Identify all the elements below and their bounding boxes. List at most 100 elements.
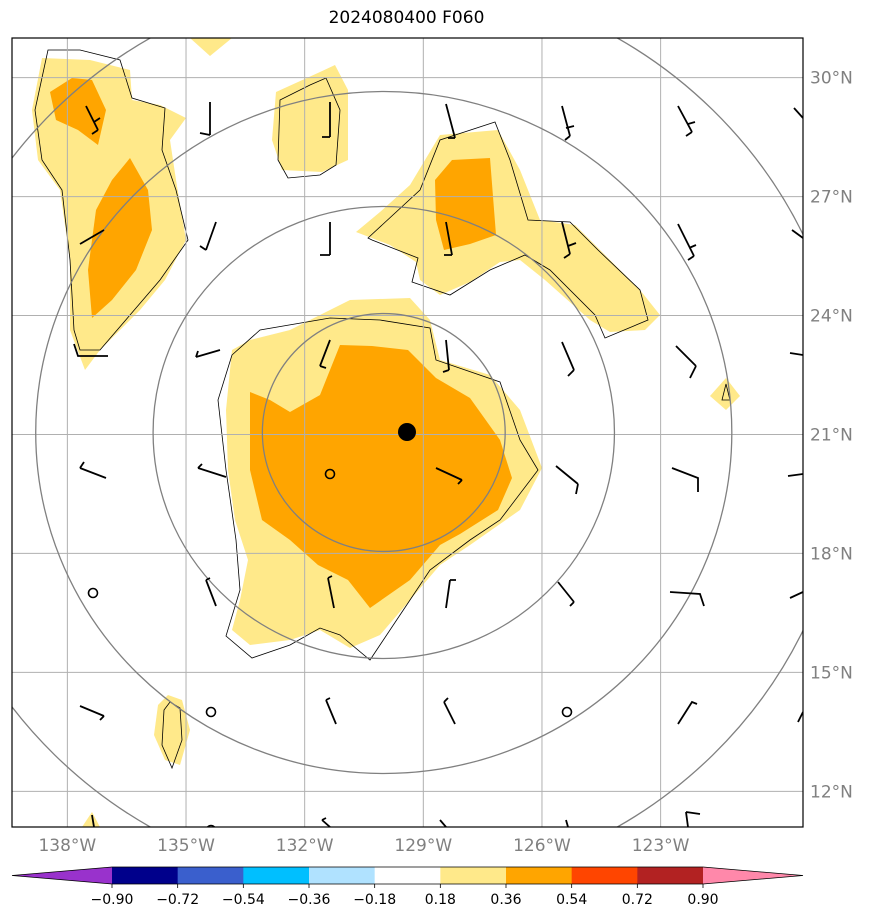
range-rings bbox=[12, 38, 803, 827]
barb bbox=[677, 700, 698, 725]
barb bbox=[205, 577, 217, 607]
line-sw-small bbox=[161, 701, 183, 770]
range-ring bbox=[35, 90, 733, 775]
barb bbox=[669, 591, 705, 607]
wind-barbs bbox=[73, 102, 803, 827]
calm-marker bbox=[324, 468, 336, 480]
fill-sw-small bbox=[154, 695, 190, 765]
lon-tick-label: 129°W bbox=[394, 836, 452, 856]
line-nw bbox=[34, 49, 189, 351]
lat-tick-label: 15°N bbox=[810, 663, 853, 683]
lon-tick-label: 132°W bbox=[276, 836, 334, 856]
fill-north-patch bbox=[190, 38, 232, 56]
colorbar-label: 0.18 bbox=[425, 892, 456, 908]
barb bbox=[444, 221, 453, 256]
lon-tick-label: 126°W bbox=[513, 836, 571, 856]
barb bbox=[675, 345, 697, 379]
barb bbox=[793, 107, 803, 119]
barb bbox=[319, 339, 331, 369]
barb bbox=[677, 223, 697, 261]
storm-center-dot bbox=[398, 423, 416, 441]
colorbar-label: 0.90 bbox=[687, 892, 718, 908]
barb bbox=[85, 105, 101, 135]
colorbar-bin bbox=[506, 867, 573, 884]
lon-tick-label: 138°W bbox=[38, 836, 96, 856]
colorbar-bin bbox=[571, 867, 638, 884]
colorbar-bin bbox=[440, 867, 507, 884]
barb bbox=[199, 102, 211, 136]
colorbar-label: 0.54 bbox=[556, 892, 587, 908]
colorbar-bin bbox=[177, 867, 244, 884]
colorbar-label: −0.72 bbox=[156, 892, 199, 908]
range-ring bbox=[152, 205, 616, 660]
lat-tick-label: 27°N bbox=[810, 188, 853, 208]
barb bbox=[671, 467, 699, 492]
fill-ne-band bbox=[356, 130, 660, 332]
colorbar-bin bbox=[637, 867, 704, 884]
barb bbox=[325, 697, 337, 725]
map-area bbox=[12, 38, 803, 827]
lon-tick-label: 135°W bbox=[157, 836, 215, 856]
barb bbox=[677, 105, 696, 137]
barb bbox=[561, 341, 575, 377]
barb bbox=[445, 579, 456, 609]
barb bbox=[91, 814, 95, 827]
barb bbox=[797, 711, 803, 723]
barb bbox=[195, 349, 221, 358]
line-main bbox=[217, 317, 539, 661]
barb bbox=[557, 581, 575, 607]
map-title: 2024080400 F060 bbox=[328, 8, 485, 28]
contour-lines bbox=[34, 49, 731, 770]
colorbar-bin bbox=[112, 867, 179, 884]
lat-tick-label: 24°N bbox=[810, 307, 853, 327]
colorbar-bin bbox=[309, 867, 376, 884]
map-frame bbox=[11, 37, 804, 828]
fill-ne-core bbox=[435, 158, 496, 250]
fill-east-dot bbox=[710, 378, 740, 410]
colorbar-extend-high bbox=[703, 867, 803, 884]
lat-tick-label: 12°N bbox=[810, 782, 853, 802]
barb bbox=[442, 339, 450, 373]
colorbar-label: −0.54 bbox=[222, 892, 265, 908]
colorbar: −0.90 −0.72 −0.54 −0.36 −0.18 0.18 0.36 0.54 0.7… bbox=[11, 866, 804, 908]
colorbar-label: −0.36 bbox=[288, 892, 331, 908]
lat-tick-label: 18°N bbox=[810, 544, 853, 564]
line-east-dot bbox=[721, 383, 731, 401]
calm-marker bbox=[87, 587, 99, 599]
calm-wind-markers bbox=[87, 468, 573, 827]
barb bbox=[443, 697, 456, 725]
fill-storm-core bbox=[250, 345, 512, 608]
line-ne bbox=[367, 121, 649, 339]
barb bbox=[73, 343, 108, 357]
barb bbox=[439, 819, 447, 827]
barb bbox=[197, 463, 227, 478]
barb bbox=[327, 575, 335, 609]
colorbar-label: 0.72 bbox=[622, 892, 653, 908]
calm-marker bbox=[206, 824, 216, 827]
barb bbox=[320, 222, 331, 256]
barb bbox=[79, 705, 105, 721]
colorbar-extend-low bbox=[12, 867, 112, 884]
latitude-labels: 12°N 15°N 18°N 21°N 24°N 27°N 30°N bbox=[810, 69, 853, 803]
colorbar-bin bbox=[243, 867, 310, 884]
barb bbox=[561, 221, 577, 259]
fill-nw-core bbox=[50, 78, 106, 145]
barb bbox=[79, 229, 105, 245]
barb bbox=[561, 105, 575, 141]
lat-tick-label: 30°N bbox=[810, 69, 853, 89]
colorbar-label: 0.36 bbox=[490, 892, 521, 908]
colorbar-label: −0.18 bbox=[353, 892, 396, 908]
barb bbox=[445, 103, 456, 139]
calm-marker bbox=[561, 706, 573, 718]
longitude-labels: 138°W 135°W 132°W 129°W 126°W 123°W bbox=[38, 836, 689, 856]
barb bbox=[555, 465, 579, 495]
range-ring bbox=[261, 312, 506, 553]
barb bbox=[789, 591, 803, 599]
barb bbox=[322, 102, 331, 138]
barb bbox=[685, 811, 701, 827]
fill-w-core bbox=[88, 158, 152, 318]
colorbar-bin bbox=[374, 867, 441, 884]
barb bbox=[79, 461, 107, 479]
fill-small-north bbox=[272, 65, 348, 172]
